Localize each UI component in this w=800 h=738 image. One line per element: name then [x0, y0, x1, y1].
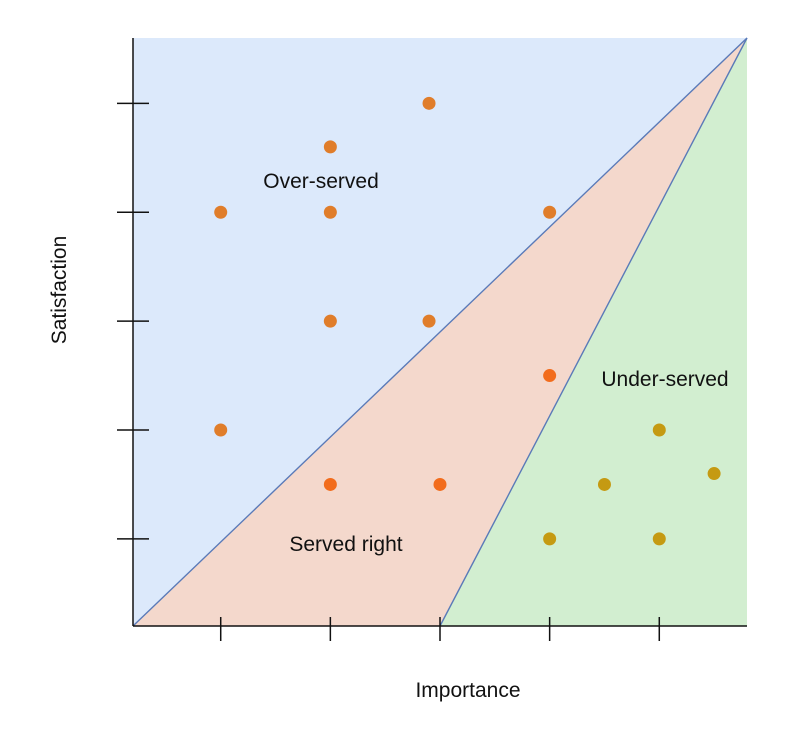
- region-label-over-served: Over-served: [263, 170, 379, 193]
- data-point-0-3: [323, 205, 337, 219]
- data-point-0-4: [543, 205, 557, 219]
- data-point-0-6: [422, 314, 436, 328]
- y-axis-ticks: [117, 102, 149, 540]
- data-point-1-1: [433, 477, 447, 491]
- boundary-line-over-right: [132, 37, 748, 627]
- region-labels: Over-served Served right Under-served: [263, 170, 728, 556]
- data-point-0-5: [323, 314, 337, 328]
- boundaries: [132, 37, 748, 627]
- data-point-2-4: [652, 532, 666, 546]
- data-point-2-3: [543, 532, 557, 546]
- data-point-2-0: [652, 423, 666, 437]
- data-point-1-0: [323, 477, 337, 491]
- axes: [117, 38, 747, 641]
- data-point-0-1: [323, 140, 337, 154]
- boundary-line-right-under: [439, 37, 748, 627]
- data-point-2-1: [597, 477, 611, 491]
- region-label-under-served: Under-served: [601, 368, 728, 391]
- data-point-0-0: [422, 96, 436, 110]
- region-label-served-right: Served right: [289, 533, 402, 556]
- y-axis-label: Satisfaction: [48, 236, 71, 345]
- x-axis-label: Importance: [415, 679, 520, 702]
- data-points: [214, 96, 721, 546]
- data-point-1-2: [543, 369, 557, 383]
- data-point-0-7: [214, 423, 228, 437]
- x-axis-ticks: [219, 617, 661, 641]
- data-point-2-2: [707, 467, 721, 481]
- data-point-0-2: [214, 205, 228, 219]
